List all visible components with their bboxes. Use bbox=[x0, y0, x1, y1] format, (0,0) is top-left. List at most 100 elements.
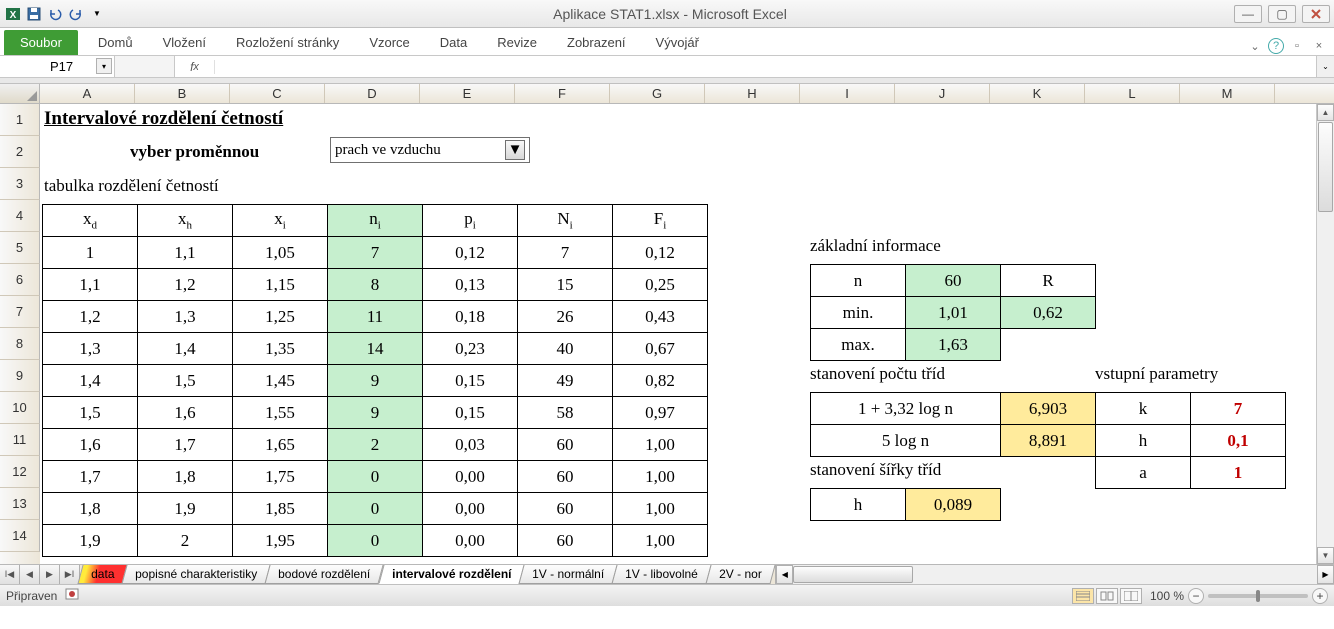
freq-cell: 1,6 bbox=[43, 429, 138, 461]
scroll-thumb[interactable] bbox=[1318, 122, 1333, 212]
sheet-tab[interactable]: intervalové rozdělení bbox=[378, 565, 524, 584]
ribbon-tab[interactable]: Zobrazení bbox=[555, 30, 638, 55]
column-header[interactable]: F bbox=[515, 84, 610, 103]
zoom-slider[interactable] bbox=[1208, 594, 1308, 598]
scroll-down-icon[interactable]: ▼ bbox=[1317, 547, 1334, 564]
save-icon[interactable] bbox=[25, 5, 43, 23]
ribbon-tab[interactable]: Vložení bbox=[151, 30, 218, 55]
ribbon-tab[interactable]: Data bbox=[428, 30, 479, 55]
ribbon-tab[interactable]: Vzorce bbox=[357, 30, 421, 55]
freq-cell: 1,35 bbox=[233, 333, 328, 365]
vertical-scrollbar[interactable]: ▲ ▼ bbox=[1316, 104, 1334, 564]
info-cell: 1,63 bbox=[906, 329, 1001, 361]
sheet-tab[interactable]: data bbox=[77, 565, 127, 584]
freq-cell: 0,00 bbox=[423, 493, 518, 525]
macro-record-icon[interactable] bbox=[65, 587, 79, 604]
variable-select[interactable]: prach ve vzduchu ▼ bbox=[330, 137, 530, 163]
row-header[interactable]: 4 bbox=[0, 200, 40, 232]
row-header[interactable]: 6 bbox=[0, 264, 40, 296]
row-header[interactable]: 8 bbox=[0, 328, 40, 360]
sheet-tab[interactable]: 1V - libovolné bbox=[611, 565, 711, 584]
column-header[interactable]: B bbox=[135, 84, 230, 103]
freq-cell: 0,82 bbox=[613, 365, 708, 397]
window-restore-icon[interactable]: ▫ bbox=[1288, 37, 1306, 55]
ribbon-tab[interactable]: Domů bbox=[86, 30, 145, 55]
fx-icon[interactable]: fx bbox=[175, 60, 215, 74]
scroll-up-icon[interactable]: ▲ bbox=[1317, 104, 1334, 121]
column-header[interactable]: K bbox=[990, 84, 1085, 103]
help-icon[interactable]: ? bbox=[1268, 38, 1284, 54]
qat-dropdown-icon[interactable]: ▼ bbox=[88, 5, 106, 23]
name-box[interactable]: P17 ▾ bbox=[0, 56, 115, 77]
column-header[interactable]: D bbox=[325, 84, 420, 103]
zoom-out-button[interactable]: − bbox=[1188, 588, 1204, 604]
row-header[interactable]: 7 bbox=[0, 296, 40, 328]
next-sheet-button[interactable]: ▶ bbox=[40, 565, 60, 584]
prev-sheet-button[interactable]: ◀ bbox=[20, 565, 40, 584]
minimize-ribbon-icon[interactable]: ⌄ bbox=[1246, 37, 1264, 55]
hscroll-thumb[interactable] bbox=[793, 566, 913, 583]
row-header[interactable]: 5 bbox=[0, 232, 40, 264]
close-button[interactable] bbox=[1302, 5, 1330, 23]
row-header[interactable]: 13 bbox=[0, 488, 40, 520]
row-header[interactable]: 1 bbox=[0, 104, 40, 136]
maximize-button[interactable]: ▢ bbox=[1268, 5, 1296, 23]
page-layout-view-button[interactable] bbox=[1096, 588, 1118, 604]
freq-cell: 1,00 bbox=[613, 429, 708, 461]
width-cell: h bbox=[811, 489, 906, 521]
scroll-left-icon[interactable]: ◀ bbox=[776, 565, 793, 584]
column-header[interactable]: J bbox=[895, 84, 990, 103]
column-header[interactable]: A bbox=[40, 84, 135, 103]
freq-cell: 1,55 bbox=[233, 397, 328, 429]
horizontal-scrollbar[interactable]: ◀ ▶ bbox=[775, 565, 1334, 584]
column-header[interactable]: C bbox=[230, 84, 325, 103]
classes-title: stanovení počtu tříd bbox=[810, 364, 945, 384]
freq-cell: 60 bbox=[518, 493, 613, 525]
row-header[interactable]: 2 bbox=[0, 136, 40, 168]
column-header[interactable]: H bbox=[705, 84, 800, 103]
column-header[interactable]: I bbox=[800, 84, 895, 103]
sheet-tab[interactable]: 2V - nor bbox=[705, 565, 775, 584]
file-tab[interactable]: Soubor bbox=[4, 30, 78, 55]
redo-icon[interactable] bbox=[67, 5, 85, 23]
ribbon-tab[interactable]: Rozložení stránky bbox=[224, 30, 351, 55]
sheet-tab-row: I◀ ◀ ▶ ▶I datapopisné charakteristikybod… bbox=[0, 564, 1334, 584]
column-header[interactable]: M bbox=[1180, 84, 1275, 103]
freq-cell: 0,13 bbox=[423, 269, 518, 301]
zoom-controls: 100 % − + bbox=[1150, 588, 1328, 604]
worksheet[interactable]: Intervalové rozdělení četností vyber pro… bbox=[40, 104, 1316, 564]
minimize-button[interactable]: — bbox=[1234, 5, 1262, 23]
freq-cell: 1,6 bbox=[138, 397, 233, 429]
normal-view-button[interactable] bbox=[1072, 588, 1094, 604]
first-sheet-button[interactable]: I◀ bbox=[0, 565, 20, 584]
namebox-dropdown-icon[interactable]: ▾ bbox=[96, 58, 112, 74]
ribbon-tab[interactable]: Vývojář bbox=[644, 30, 711, 55]
select-all-corner[interactable] bbox=[0, 84, 40, 103]
row-header[interactable]: 14 bbox=[0, 520, 40, 552]
pagebreak-view-button[interactable] bbox=[1120, 588, 1142, 604]
sheet-tab[interactable]: popisné charakteristiky bbox=[122, 565, 271, 584]
freq-cell: 9 bbox=[328, 397, 423, 429]
sheet-tab[interactable]: bodové rozdělení bbox=[265, 565, 384, 584]
freq-cell: 11 bbox=[328, 301, 423, 333]
info-cell: n bbox=[811, 265, 906, 297]
freq-cell: 1,85 bbox=[233, 493, 328, 525]
row-header[interactable]: 11 bbox=[0, 424, 40, 456]
dropdown-arrow-icon[interactable]: ▼ bbox=[505, 140, 525, 160]
freq-cell: 0,00 bbox=[423, 525, 518, 557]
column-header[interactable]: E bbox=[420, 84, 515, 103]
expand-formula-icon[interactable]: ⌄ bbox=[1316, 56, 1334, 77]
window-close2-icon[interactable]: × bbox=[1310, 37, 1328, 55]
zoom-in-button[interactable]: + bbox=[1312, 588, 1328, 604]
freq-cell: 7 bbox=[328, 237, 423, 269]
row-header[interactable]: 9 bbox=[0, 360, 40, 392]
column-header[interactable]: G bbox=[610, 84, 705, 103]
row-header[interactable]: 10 bbox=[0, 392, 40, 424]
sheet-tab[interactable]: 1V - normální bbox=[518, 565, 617, 584]
row-header[interactable]: 3 bbox=[0, 168, 40, 200]
ribbon-tab[interactable]: Revize bbox=[485, 30, 549, 55]
undo-icon[interactable] bbox=[46, 5, 64, 23]
row-header[interactable]: 12 bbox=[0, 456, 40, 488]
scroll-right-icon[interactable]: ▶ bbox=[1317, 565, 1334, 584]
column-header[interactable]: L bbox=[1085, 84, 1180, 103]
